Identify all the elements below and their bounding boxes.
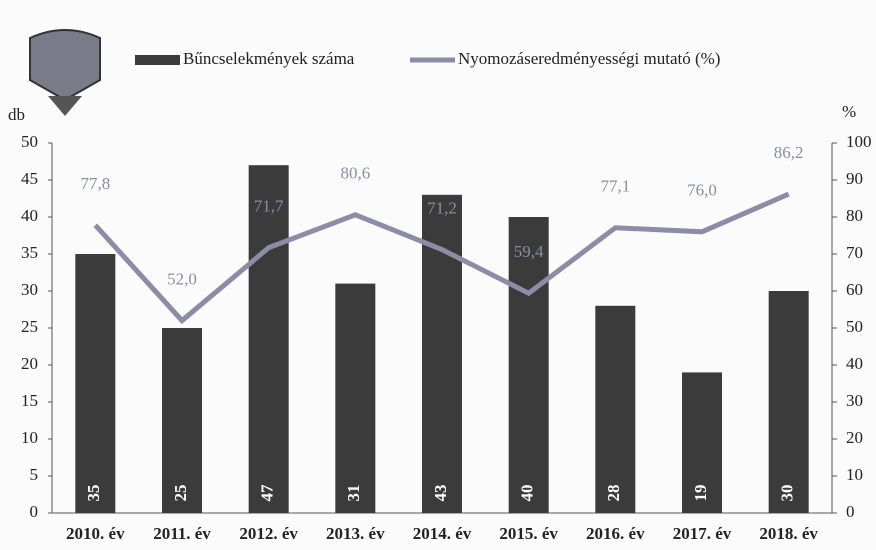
- logo: [29, 29, 101, 116]
- y2-tick-label: 80: [846, 206, 863, 225]
- bar: [335, 283, 376, 513]
- x-tick-label: 2016. év: [586, 524, 645, 543]
- bar: [768, 291, 809, 513]
- y-axis-label: db: [8, 105, 25, 124]
- bar: [162, 328, 202, 513]
- bar: [508, 217, 549, 513]
- y2-tick-label: 10: [846, 465, 863, 484]
- bar-value-label: 35: [84, 485, 103, 502]
- legend-swatch: [135, 55, 180, 65]
- x-tick-label: 2011. év: [153, 524, 211, 543]
- x-tick-label: 2017. év: [673, 524, 732, 543]
- y-tick-label: 5: [30, 465, 39, 484]
- line-value-label: 71,2: [427, 198, 457, 217]
- y2-tick-label: 100: [846, 132, 872, 151]
- x-tick-label: 2010. év: [66, 524, 125, 543]
- y-tick-label: 30: [21, 280, 38, 299]
- y-tick-label: 40: [21, 206, 38, 225]
- line-value-label: 76,0: [687, 181, 717, 200]
- y2-tick-label: 30: [846, 391, 863, 410]
- y2-axis-label: %: [842, 102, 856, 121]
- bar-value-label: 28: [604, 485, 623, 502]
- line-value-label: 77,8: [80, 174, 110, 193]
- bar-value-label: 25: [171, 485, 190, 502]
- bar: [75, 254, 116, 513]
- x-tick-label: 2015. év: [499, 524, 558, 543]
- y2-tick-label: 70: [846, 243, 863, 262]
- bar-value-label: 30: [778, 485, 797, 502]
- y2-tick-label: 0: [846, 502, 855, 521]
- bar: [248, 165, 289, 513]
- line-value-label: 52,0: [167, 270, 197, 289]
- bar-value-label: 19: [691, 485, 710, 502]
- legend-label: Bűncselekmények száma: [183, 49, 355, 68]
- x-tick-label: 2013. év: [326, 524, 385, 543]
- line-value-label: 71,7: [254, 197, 284, 216]
- x-tick-label: 2018. év: [759, 524, 818, 543]
- line-value-label: 86,2: [774, 143, 804, 162]
- y-tick-label: 25: [21, 317, 38, 336]
- y2-tick-label: 50: [846, 317, 863, 336]
- bar-value-label: 47: [258, 484, 277, 502]
- y2-tick-label: 40: [846, 354, 863, 373]
- legend-label: Nyomozáseredményességi mutató (%): [458, 49, 720, 68]
- bar-value-label: 43: [431, 485, 450, 502]
- line-value-label: 59,4: [514, 242, 544, 261]
- y2-tick-label: 90: [846, 169, 863, 188]
- y2-tick-label: 60: [846, 280, 863, 299]
- y-tick-label: 35: [21, 243, 38, 262]
- x-tick-label: 2014. év: [413, 524, 472, 543]
- y-tick-label: 50: [21, 132, 38, 151]
- y-tick-label: 15: [21, 391, 38, 410]
- x-tick-label: 2012. év: [239, 524, 298, 543]
- y-tick-label: 0: [30, 502, 39, 521]
- line-value-label: 80,6: [340, 164, 370, 183]
- line: [93, 191, 790, 325]
- bar: [595, 305, 636, 513]
- bar-value-label: 31: [344, 485, 363, 502]
- y-tick-label: 20: [21, 354, 38, 373]
- bar: [682, 372, 722, 513]
- y2-tick-label: 20: [846, 428, 863, 447]
- y-tick-label: 10: [21, 428, 38, 447]
- line-value-label: 77,1: [600, 177, 630, 196]
- y-tick-label: 45: [21, 169, 38, 188]
- bar-value-label: 40: [518, 485, 537, 502]
